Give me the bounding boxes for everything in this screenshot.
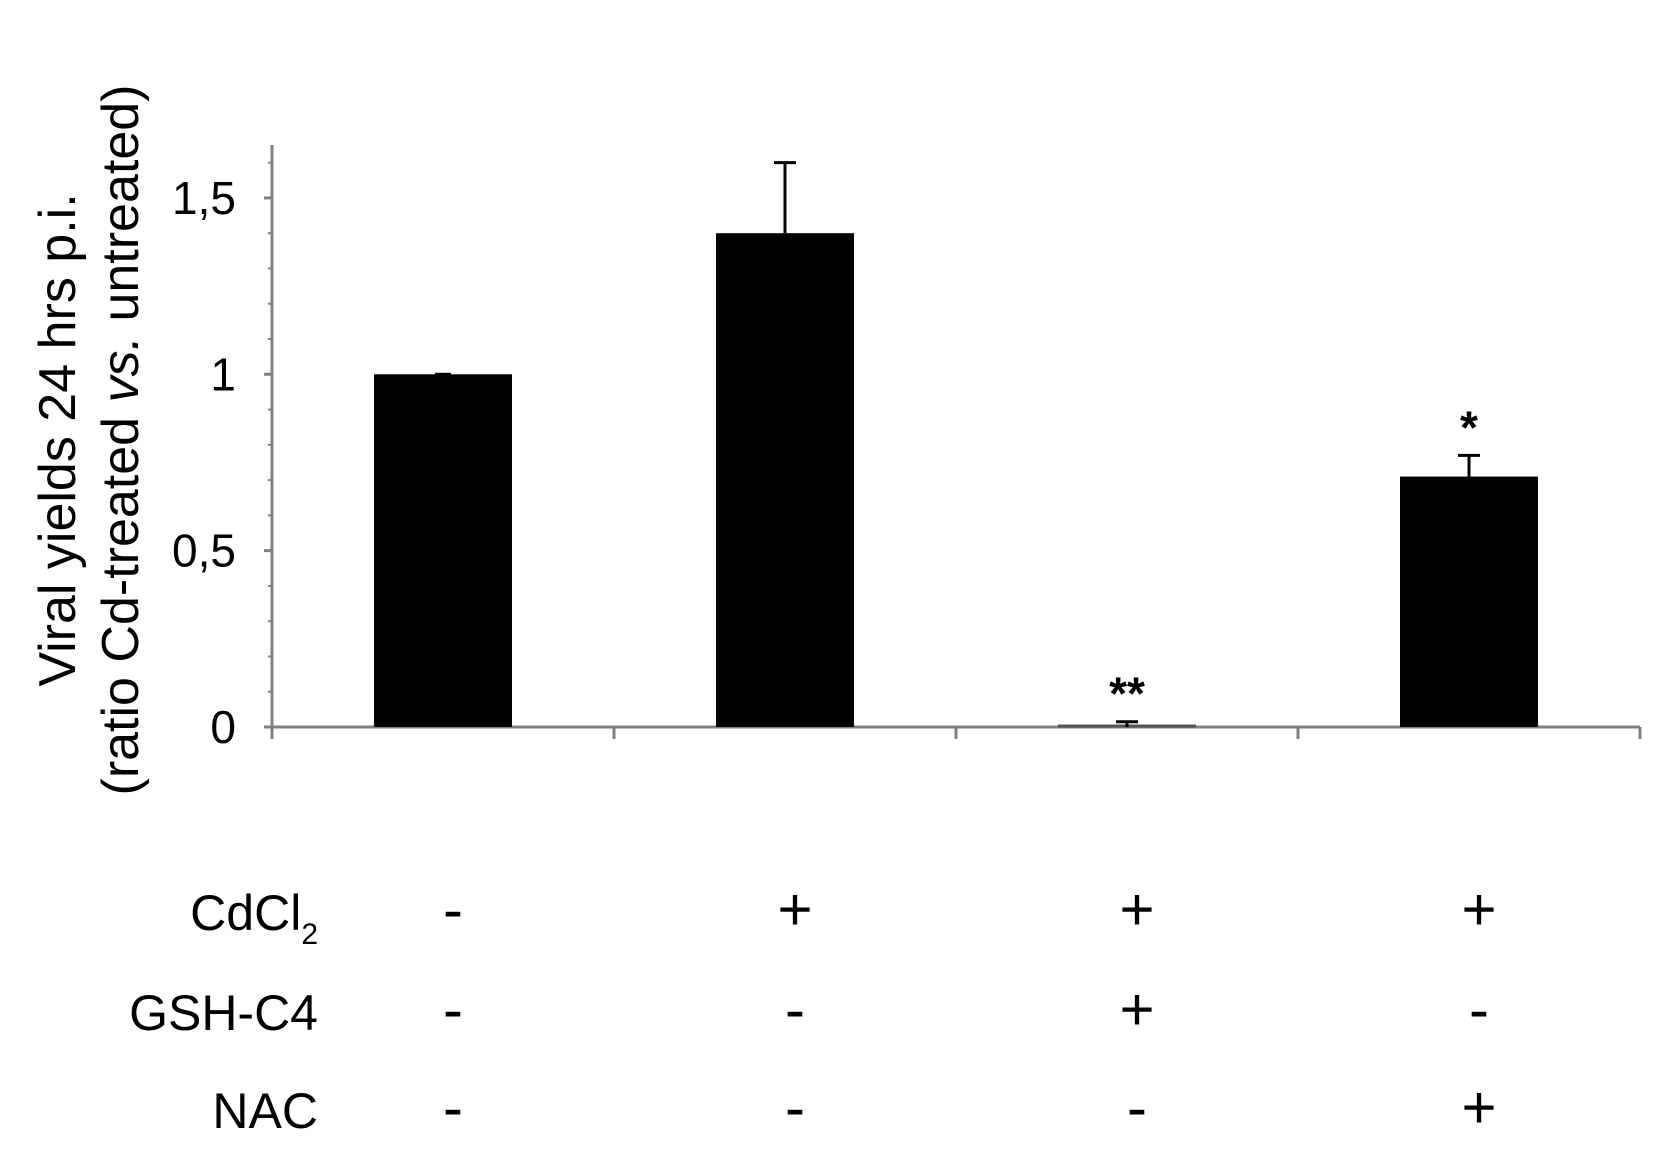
y-axis-subtitle-post: untreated) (92, 85, 150, 337)
significance-marker: ** (1109, 668, 1145, 720)
condition-label: NAC (212, 1083, 318, 1139)
bars: *** (374, 161, 1538, 728)
y-tick-label: 0,5 (172, 525, 236, 577)
condition-value: - (443, 1074, 463, 1141)
y-tick-label: 0 (210, 701, 236, 753)
condition-value: + (1461, 876, 1496, 943)
condition-value: - (1127, 1074, 1147, 1141)
condition-label-text: GSH-C4 (129, 985, 318, 1041)
condition-table: CdCl2 - + + + GSH-C4 - - + - NAC - - - + (129, 876, 1496, 1141)
condition-value: - (785, 976, 805, 1043)
y-axis-title: Viral yields 24 hrs p.i. (29, 193, 87, 686)
significance-marker: * (1460, 401, 1478, 453)
condition-value: - (1469, 976, 1489, 1043)
condition-value: - (785, 1074, 805, 1141)
y-axis-subtitle-italic: vs. (92, 336, 150, 402)
condition-value: + (1119, 976, 1154, 1043)
condition-value: + (1119, 876, 1154, 943)
condition-label-text: CdCl (190, 885, 301, 941)
bar (374, 374, 512, 727)
condition-label: CdCl2 (190, 885, 318, 951)
condition-label-subscript: 2 (301, 918, 318, 951)
y-axis-subtitle: (ratio Cd-treated vs. untreated) (92, 85, 150, 796)
condition-label-text: NAC (212, 1083, 318, 1139)
condition-value: + (777, 876, 812, 943)
bar (716, 233, 854, 727)
y-tick-label: 1 (210, 348, 236, 400)
condition-value: - (443, 876, 463, 943)
condition-label: GSH-C4 (129, 985, 318, 1041)
condition-value: - (443, 976, 463, 1043)
y-tick-label: 1,5 (172, 172, 236, 224)
bar (1400, 476, 1538, 727)
y-axis-subtitle-pre: (ratio Cd-treated (92, 402, 150, 795)
condition-value: + (1461, 1074, 1496, 1141)
